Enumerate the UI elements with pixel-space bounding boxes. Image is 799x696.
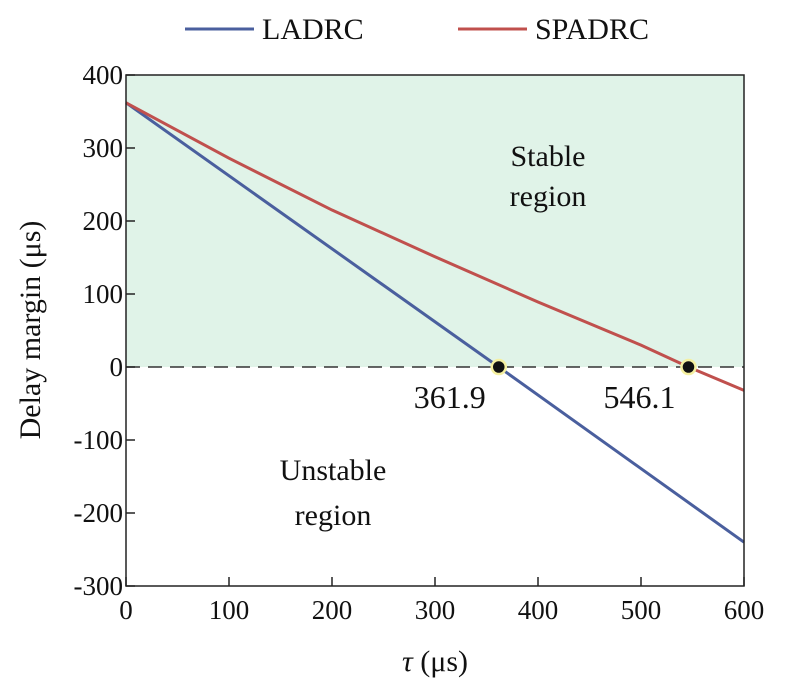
legend-label-spadrc: SPADRC xyxy=(535,13,649,46)
x-axis-title: τ (μs) xyxy=(402,645,468,678)
x-tick-label: 400 xyxy=(518,595,559,625)
intersection-point xyxy=(490,358,508,376)
intersection-label: 361.9 xyxy=(414,379,486,415)
x-tick-label: 500 xyxy=(621,595,662,625)
intersection-markers: 361.9 546.1 xyxy=(414,358,697,415)
y-tick-label: -100 xyxy=(74,425,124,455)
x-axis-unit: (μs) xyxy=(413,645,468,678)
x-tick-label: 100 xyxy=(209,595,250,625)
y-tick-label: 400 xyxy=(83,60,124,90)
stable-region-label-line2: region xyxy=(510,180,587,213)
plot-frame xyxy=(125,74,745,587)
y-tick-label: 100 xyxy=(83,279,124,309)
y-tick-label: -300 xyxy=(74,571,124,601)
x-tick-label: 600 xyxy=(724,595,765,625)
y-tick-label: 300 xyxy=(83,133,124,163)
x-axis-ticks: 0 100 200 300 400 500 600 xyxy=(119,577,764,625)
x-tick-label: 200 xyxy=(312,595,353,625)
unstable-region-label-line2: region xyxy=(295,499,372,532)
x-axis-symbol: τ xyxy=(402,645,414,678)
unstable-region-label-line1: Unstable xyxy=(280,454,387,487)
y-tick-label: 200 xyxy=(83,206,124,236)
series-line-spadrc xyxy=(125,101,745,392)
x-tick-label: 300 xyxy=(415,595,456,625)
stable-region-label-line1: Stable xyxy=(511,140,586,173)
stable-region-fill xyxy=(126,75,744,367)
y-tick-label: -200 xyxy=(74,498,124,528)
legend-label-ladrc: LADRC xyxy=(262,13,364,46)
y-tick-label: 0 xyxy=(110,352,124,382)
intersection-point xyxy=(680,358,697,376)
x-tick-label: 0 xyxy=(119,595,133,625)
legend: LADRC SPADRC xyxy=(185,13,649,46)
y-axis-ticks: 400 300 200 100 0 -100 -200 -300 xyxy=(74,60,135,601)
y-axis-title: Delay margin (μs) xyxy=(14,221,47,440)
intersection-label: 546.1 xyxy=(603,379,675,415)
